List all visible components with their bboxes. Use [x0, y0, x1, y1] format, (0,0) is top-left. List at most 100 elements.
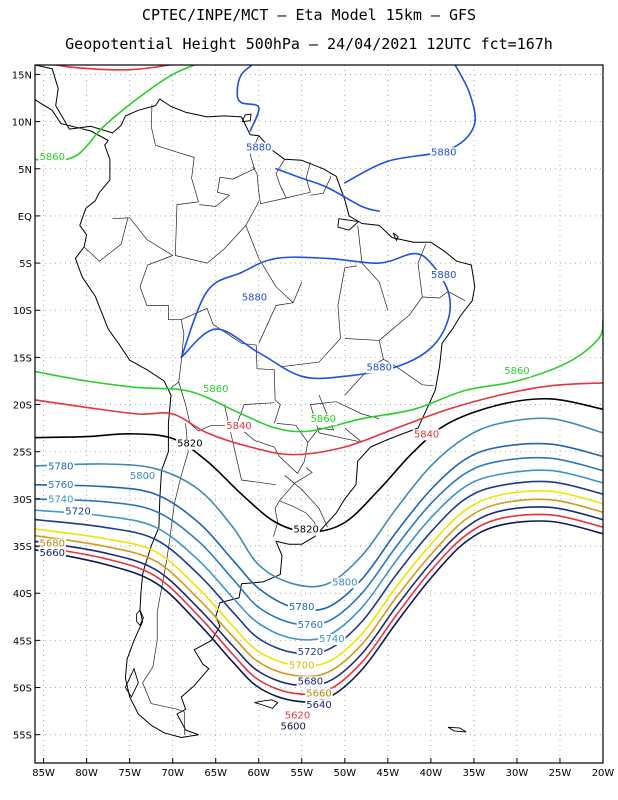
contour-label-5700: 5700	[289, 660, 314, 671]
contour-label-bg	[309, 414, 338, 426]
island-outline	[65, 0, 134, 29]
border-line	[307, 394, 335, 443]
contour-5840	[35, 382, 603, 456]
contour-label-bg	[305, 700, 333, 712]
contour-5880	[344, 65, 477, 184]
contour-label-bg	[202, 384, 230, 396]
contour-label-bg	[503, 366, 531, 378]
lat-tick-label: 15N	[12, 70, 32, 81]
lon-tick-label: 80W	[75, 768, 98, 779]
island-outline	[254, 699, 279, 709]
lat-tick-label: EQ	[18, 212, 32, 223]
lat-tick-label: 25S	[13, 448, 32, 459]
lat-tick-label: 5N	[18, 165, 32, 176]
lat-tick-label: 15S	[13, 353, 32, 364]
contour-label-bg	[412, 429, 441, 441]
border-line	[273, 500, 280, 537]
island-outline	[124, 667, 139, 698]
border-line	[422, 290, 466, 302]
contour-label-bg	[296, 647, 325, 659]
lon-tick-label: 40W	[420, 768, 443, 779]
lon-tick-label: 75W	[118, 768, 141, 779]
contour-label-5660: 5660	[39, 548, 64, 559]
contour-label-bg	[318, 633, 346, 645]
border-line	[310, 176, 332, 196]
contour-label-bg	[305, 688, 333, 700]
border-line	[279, 467, 313, 502]
border-line	[142, 423, 189, 735]
contour-label-bg	[47, 461, 75, 473]
contour-label-5800: 5800	[130, 471, 155, 482]
contour-label-bg	[288, 660, 316, 672]
contour-label-bg	[430, 269, 458, 281]
island-outline	[197, 41, 211, 46]
lat-tick-label: 50S	[13, 684, 32, 695]
contour-label-bg	[283, 710, 312, 722]
contour-label-bg	[38, 151, 66, 163]
contour-5680	[35, 498, 603, 678]
contour-5880	[180, 252, 452, 380]
contour-label-bg	[331, 577, 359, 589]
contour-label-5860: 5860	[39, 152, 64, 163]
contour-label-5720: 5720	[298, 647, 323, 658]
contour-label-5720: 5720	[65, 507, 90, 518]
contour-5700	[35, 490, 603, 667]
contour-label-bg	[365, 362, 393, 374]
chart-title-line1: CPTEC/INPE/MCT — Eta Model 15km — GFS	[141, 6, 477, 24]
contour-label-bg	[64, 506, 92, 518]
contour-label-bg	[292, 524, 320, 536]
contour-label-5760: 5760	[298, 620, 323, 631]
contour-5660	[35, 506, 603, 687]
lat-tick-label: 10N	[12, 118, 32, 129]
contour-label-bg	[38, 548, 66, 560]
lon-tick-label: 20W	[592, 768, 615, 779]
contour-label-5640: 5640	[306, 700, 331, 711]
contour-label-5780: 5780	[289, 602, 314, 613]
lat-tick-label: 30S	[13, 495, 32, 506]
contour-label-5880: 5880	[246, 143, 271, 154]
contour-label-bg	[288, 601, 316, 613]
contour-5720	[35, 480, 603, 655]
lat-tick-label: 40S	[13, 589, 32, 600]
contour-label-5880: 5880	[242, 293, 267, 304]
contour-label-5780: 5780	[48, 461, 73, 472]
border-line	[178, 381, 275, 432]
contour-label-5620: 5620	[285, 710, 310, 721]
island-outline	[392, 232, 399, 242]
contour-label-5860: 5860	[311, 414, 336, 425]
lon-tick-label: 55W	[290, 768, 313, 779]
lat-tick-label: 55S	[13, 731, 32, 742]
contour-5780	[35, 442, 603, 612]
contour-label-bg	[47, 494, 75, 506]
border-line	[199, 135, 260, 207]
contour-label-5860: 5860	[504, 366, 529, 377]
contour-label-5880: 5880	[367, 362, 392, 373]
lat-tick-label: 5S	[19, 259, 32, 270]
island-outline	[136, 609, 144, 627]
lon-tick-label: 35W	[463, 768, 486, 779]
height-contours	[35, 65, 603, 703]
border-line	[378, 244, 427, 341]
lon-tick-label: 30W	[506, 768, 529, 779]
contour-label-bg	[47, 480, 75, 492]
border-line	[258, 281, 303, 344]
contour-label-5800: 5800	[332, 577, 357, 588]
contour-label-5680: 5680	[39, 539, 64, 550]
plot-frame	[34, 64, 604, 764]
contour-label-5740: 5740	[319, 634, 344, 645]
contour-5760	[35, 456, 603, 627]
contour-label-bg	[245, 142, 273, 154]
contour-label-5760: 5760	[48, 480, 73, 491]
lat-tick-label: 10S	[13, 306, 32, 317]
island-outline	[100, 41, 118, 47]
contour-labels: 5860 5880 5880 5880 5880 5880 5860 5860 5860 5840…	[38, 142, 531, 733]
contour-label-5740: 5740	[48, 494, 73, 505]
axis-ticks: 15N 10N 5N EQ 5S 10S 15S 20S 25S 30S 35S 40S 45S 50S 5…	[12, 70, 615, 779]
contour-label-5680: 5680	[298, 676, 323, 687]
contour-5880	[52, 65, 175, 71]
contour-label-bg	[279, 721, 307, 733]
lon-tick-label: 50W	[334, 768, 357, 779]
lat-tick-label: 35S	[13, 542, 32, 553]
contour-label-5660: 5660	[306, 689, 331, 700]
